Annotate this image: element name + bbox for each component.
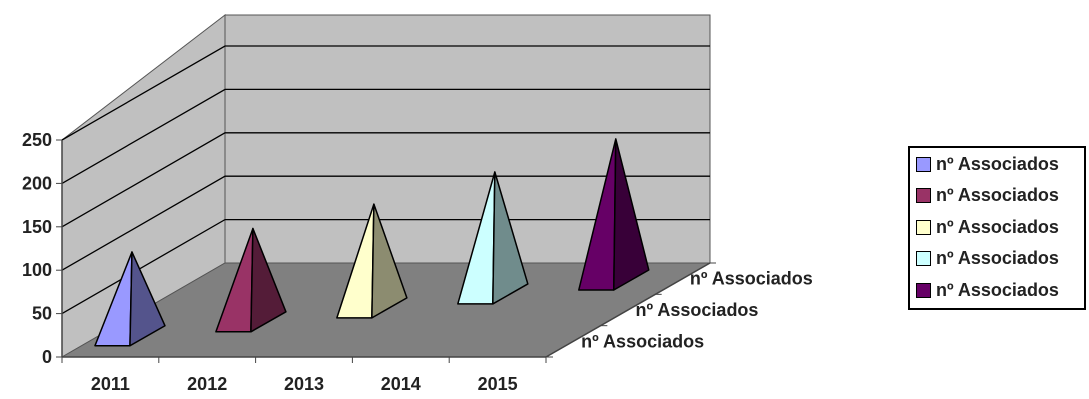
y-tick-label: 250 (22, 130, 52, 150)
gridline (61, 88, 710, 184)
depth-axis-label: nº Associados (690, 269, 813, 289)
legend-label: nº Associados (936, 216, 1059, 237)
legend-label: nº Associados (936, 279, 1059, 300)
depth-axis-label: nº Associados (636, 300, 759, 320)
gridlines (61, 45, 710, 315)
legend-swatch (916, 219, 931, 235)
legend-item: nº Associados (916, 215, 1059, 239)
legend-swatch (916, 251, 931, 266)
y-tick-labels: 0 50 100 150 200 250 (22, 130, 62, 367)
depth-ticks (546, 262, 716, 358)
legend-swatch (916, 188, 931, 203)
y-tick-label: 100 (22, 260, 52, 280)
pyramid-side-face (492, 171, 529, 305)
legend-swatch (916, 282, 931, 298)
legend-item: nº Associados (916, 184, 1059, 208)
legend-item: nº Associados (916, 278, 1059, 302)
y-tick-label: 200 (22, 173, 52, 193)
legend-item: nº Associados (916, 152, 1059, 176)
x-tick-labels: 2011 2012 2013 2014 2015 (61, 357, 547, 394)
y-tick-label: 50 (32, 304, 52, 324)
pyramid-side-face (613, 138, 650, 291)
x-tick-label: 2015 (478, 374, 518, 394)
pyramids (94, 138, 650, 347)
x-tick-label: 2012 (187, 374, 227, 394)
x-tick-label: 2014 (381, 374, 421, 394)
legend-swatch (916, 156, 931, 172)
gridline (61, 218, 710, 315)
gridline (61, 132, 710, 228)
legend-item: nº Associados (916, 247, 1059, 271)
x-tick-label: 2013 (284, 374, 324, 394)
legend-label: nº Associados (936, 248, 1059, 268)
gridline (61, 175, 710, 271)
pyramid-side-face (129, 251, 166, 347)
legend-label: nº Associados (936, 185, 1059, 205)
pyramid-side-face (250, 227, 287, 333)
legend: nº Associados nº Associados nº Associados n… (908, 146, 1086, 310)
pyramid-side-face (371, 203, 408, 319)
depth-labels: nº Associados nº Associados nº Associados (581, 269, 813, 352)
y-tick-label: 0 (42, 347, 52, 367)
depth-axis-label: nº Associados (581, 331, 704, 351)
depth-axis-line (545, 262, 711, 358)
legend-label: nº Associados (936, 153, 1059, 174)
x-tick-label: 2011 (91, 374, 130, 394)
gridline (61, 45, 710, 141)
y-tick-label: 150 (22, 217, 52, 237)
